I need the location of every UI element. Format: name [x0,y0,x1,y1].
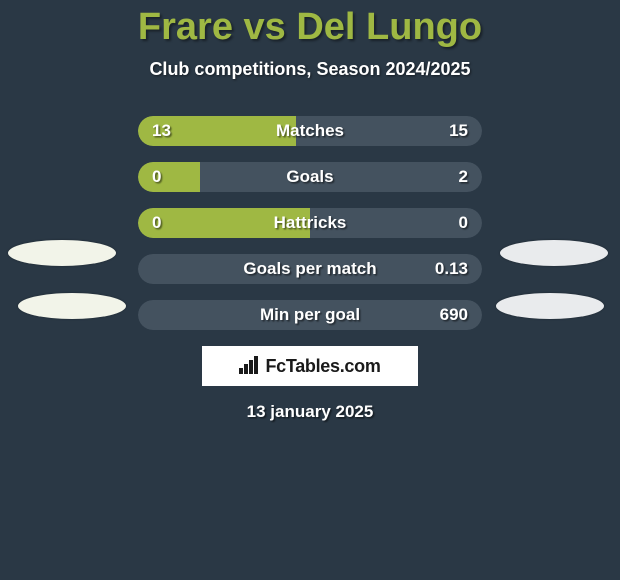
stat-value-right: 0 [459,208,468,238]
stat-row: Hattricks0 0 [138,208,482,238]
subtitle: Club competitions, Season 2024/2025 [0,59,620,80]
brand-box: FcTables.com [202,346,418,386]
stat-value-left: 0 [152,162,161,192]
stat-label: Goals per match [138,254,482,284]
stat-row: Matches13 15 [138,116,482,146]
stat-label: Goals [138,162,482,192]
team-left-logo-placeholder-1 [8,240,116,266]
stat-label: Matches [138,116,482,146]
team-right-logo-placeholder-2 [496,293,604,319]
team-left-logo-placeholder-2 [18,293,126,319]
bars-icon [239,356,261,376]
stat-row: Goals0 2 [138,162,482,192]
subtitle-text: Club competitions, Season 2024/2025 [149,59,470,79]
stat-value-left: 13 [152,116,171,146]
title-text: Frare vs Del Lungo [138,6,482,48]
stat-label: Min per goal [138,300,482,330]
stats-area: Matches1315Goals02Hattricks00Goals per m… [0,116,620,422]
stat-value-right: 15 [449,116,468,146]
brand-text: FcTables.com [265,356,380,377]
stat-value-right: 0.13 [435,254,468,284]
stat-value-right: 690 [440,300,468,330]
page-title: Frare vs Del Lungo [0,0,620,49]
date-text: 13 january 2025 [247,402,374,421]
stat-label: Hattricks [138,208,482,238]
stat-row: Min per goal690 [138,300,482,330]
stat-value-left: 0 [152,208,161,238]
stat-value-right: 2 [459,162,468,192]
stat-row: Goals per match0.13 [138,254,482,284]
team-right-logo-placeholder-1 [500,240,608,266]
date-line: 13 january 2025 [0,402,620,422]
